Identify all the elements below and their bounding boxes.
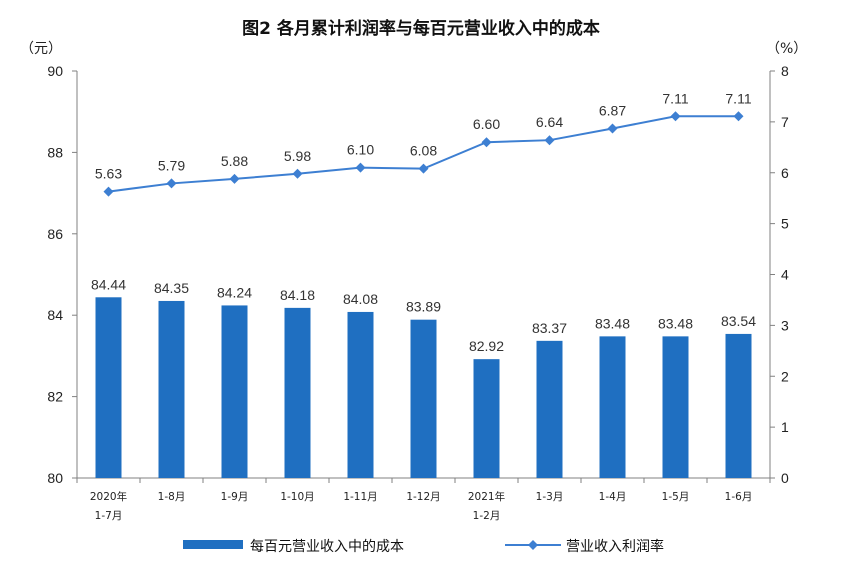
bar xyxy=(221,305,248,478)
right-axis-tick-label: 3 xyxy=(781,317,789,333)
legend: 每百元营业收入中的成本 营业收入利润率 xyxy=(183,538,664,555)
left-axis-tick-label: 84 xyxy=(47,307,63,323)
left-axis-tick-label: 90 xyxy=(47,63,63,79)
line-series: 5.63 5.79 5.88 5.98 6.10 6.08 6.60 6.64 6.87 7.11… xyxy=(95,90,752,197)
line-value-label: 6.87 xyxy=(599,102,626,118)
bar-value-label: 83.89 xyxy=(406,299,441,315)
x-axis-tick-label: 1-4月 xyxy=(599,491,627,503)
legend-line-marker xyxy=(528,540,538,550)
legend-bar-label: 每百元营业收入中的成本 xyxy=(250,539,404,555)
line-value-label: 7.11 xyxy=(662,90,688,106)
x-axis-tick-label: 2020年 xyxy=(90,490,127,503)
line-point-marker xyxy=(670,111,681,122)
bar-series: 84.44 84.35 84.24 84.18 84.08 83.89 82.92 83.37… xyxy=(91,276,756,478)
bar-value-label: 82.92 xyxy=(469,338,504,354)
line-point-marker xyxy=(418,163,429,174)
bar xyxy=(662,336,689,478)
x-axis-tick-label: 1-12月 xyxy=(406,491,440,503)
left-axis-unit-label: （元） xyxy=(20,41,62,57)
right-axis-unit-label: （%） xyxy=(766,41,807,57)
right-axis-tick-label: 7 xyxy=(781,114,789,130)
x-axis-labels: 2020年 1-7月 1-8月 1-9月 1-10月 1-11月 1-12月 2021年 1-2… xyxy=(90,490,752,522)
x-axis-tick-label: 1-7月 xyxy=(95,510,123,522)
line-point-marker xyxy=(166,178,177,189)
bar xyxy=(158,300,185,478)
bar-value-label: 83.37 xyxy=(532,320,567,336)
line-point-marker xyxy=(292,168,303,179)
chart-title: 图2 各月累计利润率与每百元营业收入中的成本 xyxy=(242,18,600,39)
bar xyxy=(410,319,437,478)
line-point-marker xyxy=(229,173,240,184)
bar xyxy=(725,333,752,478)
left-axis-tick-label: 80 xyxy=(47,470,63,486)
bar xyxy=(536,340,563,478)
left-axis-tick-label: 88 xyxy=(47,144,63,160)
bar xyxy=(284,307,311,478)
x-axis-tick-label: 1-3月 xyxy=(536,491,564,503)
line-value-label: 7.11 xyxy=(725,90,751,106)
line-value-label: 6.64 xyxy=(536,114,563,130)
line-point-marker xyxy=(481,137,492,148)
x-axis-tick-label: 1-10月 xyxy=(280,491,314,503)
right-axis-tick-label: 6 xyxy=(781,165,789,181)
right-axis-tick-label: 5 xyxy=(781,216,789,232)
line-value-label: 6.60 xyxy=(473,116,500,132)
bar xyxy=(473,359,500,478)
legend-bar-swatch xyxy=(183,540,243,549)
legend-line-label: 营业收入利润率 xyxy=(566,538,664,555)
axes: 80 82 84 86 88 90 0 1 2 3 4 5 6 7 8 xyxy=(47,63,789,486)
bar-value-label: 83.48 xyxy=(595,315,630,331)
line-point-marker xyxy=(355,162,366,173)
right-axis-tick-label: 1 xyxy=(781,419,789,435)
x-axis-tick-label: 1-5月 xyxy=(662,491,690,503)
bar-value-label: 84.35 xyxy=(154,280,189,296)
line-value-label: 5.88 xyxy=(221,153,248,169)
right-axis-tick-label: 2 xyxy=(781,368,789,384)
right-axis-tick-label: 0 xyxy=(781,470,789,486)
bar-value-label: 84.24 xyxy=(217,284,252,300)
bar-value-label: 84.18 xyxy=(280,287,315,303)
bar xyxy=(599,336,626,478)
x-axis-tick-label: 1-11月 xyxy=(343,491,377,503)
right-axis-tick-label: 8 xyxy=(781,63,789,79)
bar-value-label: 83.54 xyxy=(721,313,756,329)
left-axis-tick-label: 82 xyxy=(47,389,63,405)
bar-value-label: 83.48 xyxy=(658,315,693,331)
right-axis-tick-label: 4 xyxy=(781,267,789,283)
line-point-marker xyxy=(544,135,555,146)
left-axis-tick-label: 86 xyxy=(47,226,63,242)
bar xyxy=(95,297,122,478)
line-value-label: 6.10 xyxy=(347,142,374,158)
line-value-label: 6.08 xyxy=(410,143,437,159)
x-axis-tick-label: 2021年 xyxy=(468,490,505,503)
bar-value-label: 84.08 xyxy=(343,291,378,307)
line-value-label: 5.98 xyxy=(284,148,311,164)
bar xyxy=(347,311,374,478)
bar-value-label: 84.44 xyxy=(91,276,126,292)
x-axis-tick-label: 1-9月 xyxy=(221,491,249,503)
line-value-label: 5.79 xyxy=(158,157,185,173)
x-axis-tick-label: 1-2月 xyxy=(473,510,501,522)
x-axis-tick-label: 1-8月 xyxy=(158,491,186,503)
x-axis-tick-label: 1-6月 xyxy=(725,491,753,503)
line-value-label: 5.63 xyxy=(95,166,122,182)
line-point-marker xyxy=(733,111,744,122)
line-point-marker xyxy=(607,123,618,134)
line-point-marker xyxy=(103,186,114,197)
